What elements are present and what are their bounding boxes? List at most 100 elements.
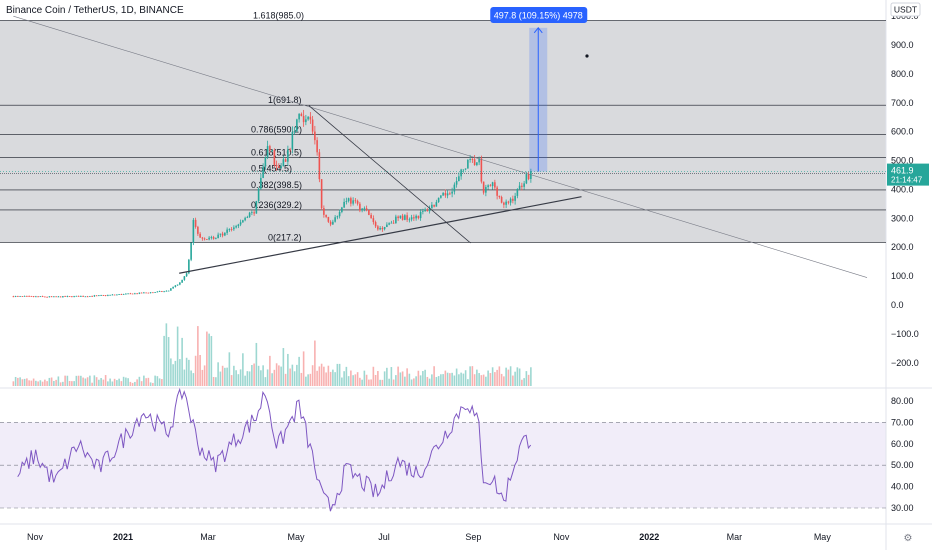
candle-body (111, 294, 114, 296)
candle-body (509, 198, 512, 203)
volume-bar (145, 378, 147, 386)
volume-bar (397, 366, 399, 386)
volume-bar (338, 363, 341, 386)
candle-body (460, 169, 462, 177)
candle-body (192, 219, 195, 243)
candle-body (473, 159, 476, 166)
volume-bar (113, 378, 116, 386)
volume-bar (451, 372, 453, 386)
volume-bar (498, 366, 501, 386)
volume-bar (399, 372, 402, 386)
volume-bar (176, 326, 179, 386)
volume-bar (219, 371, 222, 386)
settings-gear-icon[interactable]: ⚙ (904, 533, 913, 544)
candle-body (237, 224, 240, 227)
candle-body (107, 295, 109, 296)
volume-bar (343, 371, 345, 386)
volume-bar (300, 372, 303, 386)
volume-bar (525, 371, 528, 386)
candle-body (462, 169, 465, 171)
volume-bar (129, 381, 132, 386)
candle-body (428, 208, 431, 212)
candle-body (503, 202, 505, 205)
currency-button[interactable] (890, 2, 921, 17)
fib-level-label: 1(691.8) (268, 95, 302, 105)
candle-body (289, 149, 291, 151)
candle-body (287, 149, 289, 162)
candle-body (494, 182, 496, 188)
candle-body (485, 187, 487, 193)
volume-bar (102, 379, 105, 386)
volume-bar (201, 369, 204, 386)
trendline-descending (13, 15, 868, 278)
volume-bar (136, 379, 138, 386)
candle-body (419, 211, 422, 219)
candle-body (514, 195, 516, 201)
volume-bar (239, 369, 242, 386)
time-tick-label: May (814, 532, 832, 542)
price-tag-value: 461.9 (891, 166, 914, 176)
fib-level-label: 0.236(329.2) (251, 200, 302, 210)
volume-bar (260, 370, 262, 386)
candle-body (399, 215, 402, 219)
candle-body (91, 295, 93, 297)
volume-bar (158, 378, 161, 386)
candle-body (451, 191, 453, 194)
volume-bar (217, 362, 219, 386)
candle-body (194, 219, 197, 227)
candle-body (379, 227, 381, 230)
candle-body (417, 215, 420, 219)
volume-bar (458, 374, 460, 386)
price-tick-label: 600.0 (891, 127, 914, 137)
volume-bar (93, 375, 96, 386)
candle-body (273, 150, 276, 165)
candle-body (442, 192, 444, 196)
candle-body (264, 157, 267, 167)
candle-body (23, 296, 26, 297)
candle-body (257, 188, 260, 201)
candle-body (410, 217, 413, 220)
volume-bar (316, 370, 318, 386)
volume-bar (320, 363, 323, 386)
candle-body (354, 200, 357, 202)
volume-bar (509, 366, 512, 386)
candle-body (50, 296, 53, 298)
volume-bar (365, 374, 368, 386)
candle-body (480, 158, 483, 182)
candle-body (201, 237, 204, 239)
volume-bar (172, 364, 174, 386)
volume-bar (507, 369, 510, 386)
rsi-tick-label: 60.00 (891, 439, 914, 449)
candle-body (80, 296, 82, 297)
rsi-tick-label: 30.00 (891, 503, 914, 513)
candle-body (75, 295, 78, 297)
candle-body (64, 296, 66, 297)
candle-body (156, 291, 159, 293)
time-tick-label: Sep (465, 532, 481, 542)
volume-bar (269, 355, 271, 386)
candle-body (82, 296, 84, 297)
volume-bar (489, 373, 492, 386)
candle-body (37, 296, 39, 298)
candle-body (435, 202, 438, 207)
volume-bar (30, 380, 33, 386)
candle-body (293, 131, 296, 133)
volume-bar (228, 352, 231, 386)
volume-bar (14, 376, 17, 386)
volume-bar (71, 381, 73, 386)
candle-body (55, 296, 57, 298)
volume-bar (471, 366, 474, 386)
volume-bar (125, 377, 127, 386)
candle-body (134, 293, 136, 295)
candle-body (455, 181, 458, 185)
volume-bar (275, 363, 278, 386)
volume-bar (278, 365, 280, 386)
candle-body (374, 222, 377, 227)
volume-bar (235, 370, 237, 386)
volume-bar (327, 365, 330, 386)
volume-bar (66, 375, 69, 386)
candle-body (325, 214, 327, 217)
volume-bar (446, 372, 449, 386)
candle-body (440, 195, 442, 198)
